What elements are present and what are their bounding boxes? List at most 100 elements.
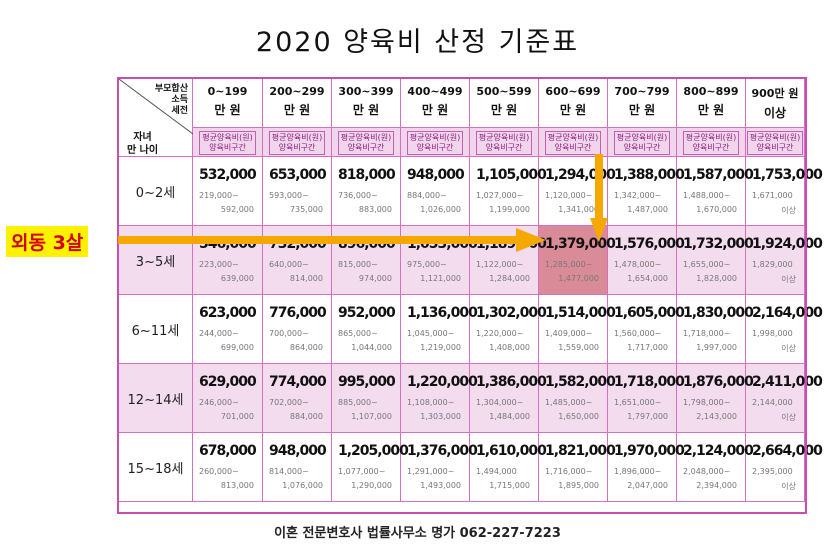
- page-title: 2020 양육비 산정 기준표: [255, 27, 580, 58]
- range-low: 219,000~: [199, 191, 239, 200]
- income-range: 600~699: [545, 85, 601, 98]
- income-range: 0~199: [207, 85, 248, 98]
- income-column-header: 200~299 만 원: [262, 78, 332, 128]
- sub-header-label: 평균양육비(원) 양육비구간: [406, 131, 464, 155]
- average-amount: 1,753,000: [752, 167, 823, 183]
- range-low: 1,108,000~: [407, 398, 455, 407]
- sub-header-label: 평균양육비(원) 양육비구간: [337, 131, 395, 155]
- range-low: 1,285,000~: [545, 260, 593, 269]
- amount-cell: 774,000 702,000~ 884,000: [262, 363, 332, 433]
- average-amount: 1,376,000: [407, 443, 478, 459]
- range-high: 1,044,000: [351, 343, 392, 352]
- range-low: 1,896,000~: [614, 467, 662, 476]
- range-low: 1,220,000~: [476, 329, 524, 338]
- range-low: 640,000~: [269, 260, 309, 269]
- range-high: 1,284,000: [489, 274, 530, 283]
- income-axis-label: 부모합산 소득 세전: [154, 84, 188, 116]
- range-low: 975,000~: [407, 260, 447, 269]
- range-low: 884,000~: [407, 191, 447, 200]
- sub-header-cell: 평균양육비(원) 양육비구간: [331, 127, 401, 157]
- range-low: 1,655,000~: [683, 260, 731, 269]
- income-range: 400~499: [407, 85, 463, 98]
- average-amount: 1,514,000: [545, 305, 616, 321]
- average-amount: 2,664,000: [752, 443, 823, 459]
- table-corner: 부모합산 소득 세전 자녀 만 나이: [118, 78, 193, 157]
- average-amount: 776,000: [269, 305, 327, 321]
- range-low: 244,000~: [199, 329, 239, 338]
- amount-cell: 1,582,000 1,485,000~ 1,650,000: [538, 363, 616, 433]
- average-amount: 1,582,000: [545, 374, 616, 390]
- range-low: 2,048,000~: [683, 467, 731, 476]
- income-column-header: 400~499 만 원: [400, 78, 470, 128]
- range-high: 1,026,000: [420, 205, 461, 214]
- average-amount: 1,821,000: [545, 443, 616, 459]
- amount-cell: 1,587,000 1,488,000~ 1,670,000: [676, 156, 754, 226]
- average-amount: 629,000: [199, 374, 257, 390]
- range-high: 1,219,000: [420, 343, 461, 352]
- range-high: 1,484,000: [489, 412, 530, 421]
- range-high: 이상: [781, 206, 796, 215]
- range-low: 1,485,000~: [545, 398, 593, 407]
- income-unit: 이상: [763, 106, 787, 120]
- table-row: 15~18세 678,000 260,000~ 813,000 948,000 814,0…: [118, 432, 823, 502]
- amount-cell: 1,732,000 1,655,000~ 1,828,000: [676, 225, 754, 295]
- average-amount: 1,610,000: [476, 443, 547, 459]
- range-high: 1,997,000: [696, 343, 737, 352]
- sub-header-label: 평균양육비(원) 양육비구간: [268, 131, 326, 155]
- range-low: 2,144,000: [752, 398, 793, 407]
- average-amount: 952,000: [338, 305, 396, 321]
- range-high: 1,828,000: [696, 274, 737, 283]
- range-low: 885,000~: [338, 398, 378, 407]
- range-high: 1,487,000: [627, 205, 668, 214]
- amount-cell: 2,411,000 2,144,000 이상: [745, 363, 823, 433]
- age-axis-label: 자녀 만 나이: [127, 132, 159, 156]
- average-amount: 2,164,000: [752, 305, 823, 321]
- amount-cell: 623,000 244,000~ 699,000: [192, 294, 263, 364]
- amount-cell: 532,000 219,000~ 592,000: [192, 156, 263, 226]
- amount-cell: 1,379,000 1,285,000~ 1,477,000: [538, 225, 616, 295]
- income-range: 900만 원: [751, 87, 799, 100]
- range-high: 1,559,000: [558, 343, 599, 352]
- average-amount: 1,970,000: [614, 443, 685, 459]
- amount-cell: 1,970,000 1,896,000~ 2,047,000: [607, 432, 685, 502]
- amount-cell: 1,105,000 1,027,000~ 1,199,000: [469, 156, 547, 226]
- sub-header-label: 평균양육비(원) 양육비구간: [475, 131, 533, 155]
- range-low: 246,000~: [199, 398, 239, 407]
- range-high: 이상: [781, 482, 796, 491]
- corner-diagonal: [119, 79, 193, 135]
- amount-cell: 995,000 885,000~ 1,107,000: [331, 363, 401, 433]
- range-low: 1,342,000~: [614, 191, 662, 200]
- amount-cell: 1,388,000 1,342,000~ 1,487,000: [607, 156, 685, 226]
- range-high: 974,000: [358, 274, 392, 283]
- income-column-header: 300~399 만 원: [331, 78, 401, 128]
- case-label: 외동 3살: [6, 226, 89, 257]
- range-high: 1,797,000: [627, 412, 668, 421]
- amount-cell: 2,124,000 2,048,000~ 2,394,000: [676, 432, 754, 502]
- range-high: 1,341,000: [558, 205, 599, 214]
- range-high: 1,076,000: [282, 481, 323, 490]
- income-column-header: 600~699 만 원: [538, 78, 608, 128]
- range-high: 701,000: [220, 412, 254, 421]
- amount-cell: 2,164,000 1,998,000 이상: [745, 294, 823, 364]
- range-low: 1,304,000~: [476, 398, 524, 407]
- average-amount: 774,000: [269, 374, 327, 390]
- range-high: 735,000: [289, 205, 323, 214]
- amount-cell: 1,220,000 1,108,000~ 1,303,000: [400, 363, 478, 433]
- range-low: 700,000~: [269, 329, 309, 338]
- income-unit: 만 원: [352, 103, 380, 117]
- average-amount: 678,000: [199, 443, 257, 459]
- average-amount: 653,000: [269, 167, 327, 183]
- amount-cell: 678,000 260,000~ 813,000: [192, 432, 263, 502]
- amount-cell: 1,830,000 1,718,000~ 1,997,000: [676, 294, 754, 364]
- range-high: 1,107,000: [351, 412, 392, 421]
- range-low: 1,798,000~: [683, 398, 731, 407]
- footer-contact: 이혼 전문변호사 법률사무소 명가 062-227-7223: [274, 526, 561, 541]
- average-amount: 1,587,000: [683, 167, 754, 183]
- amount-cell: 818,000 736,000~ 883,000: [331, 156, 401, 226]
- sub-header-label: 평균양육비(원) 양육비구간: [544, 131, 602, 155]
- average-amount: 1,924,000: [752, 236, 823, 252]
- range-high: 699,000: [220, 343, 254, 352]
- average-amount: 1,576,000: [614, 236, 685, 252]
- table-row: 0~2세 532,000 219,000~ 592,000 653,000 593,000…: [118, 156, 823, 226]
- sub-header-label: 평균양육비(원) 양육비구간: [613, 131, 671, 155]
